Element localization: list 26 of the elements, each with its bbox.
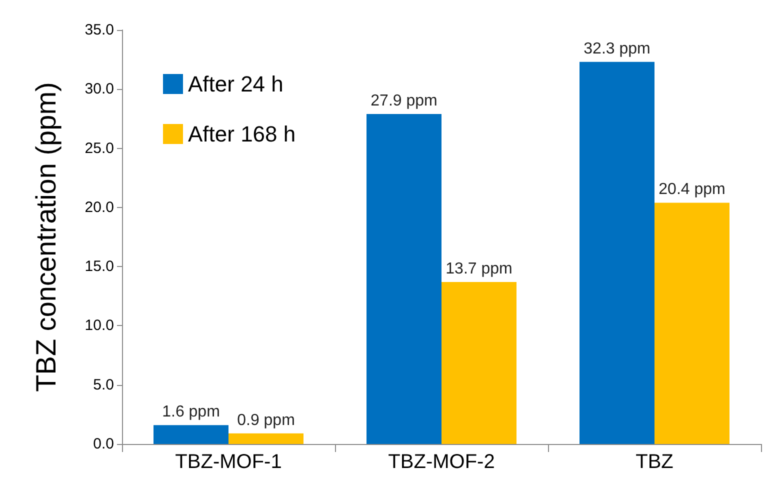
data-label: 1.6 ppm <box>162 404 220 421</box>
y-tick-label: 10.0 <box>84 317 114 334</box>
y-tick-label: 20.0 <box>84 198 114 216</box>
bar <box>154 425 228 444</box>
bar <box>366 114 442 444</box>
data-label: 0.9 ppm <box>237 412 295 429</box>
y-tick-label: 5.0 <box>93 376 114 394</box>
bar <box>442 282 516 444</box>
y-tick-label: 15.0 <box>84 258 114 276</box>
bar <box>228 433 304 444</box>
y-tick-label: 35.0 <box>84 22 114 38</box>
data-label: 20.4 ppm <box>658 181 726 198</box>
x-tick-label: TBZ <box>636 451 674 473</box>
data-label: 13.7 ppm <box>446 260 512 278</box>
x-tick-label: TBZ-MOF-1 <box>175 451 282 473</box>
x-tick-label: TBZ-MOF-2 <box>388 451 495 473</box>
y-axis-title: TBZ concentration (ppm) <box>30 82 62 392</box>
bar <box>580 62 654 444</box>
legend-label: After 168 h <box>188 122 296 146</box>
data-label: 32.3 ppm <box>584 40 650 58</box>
bar <box>654 202 730 444</box>
data-label: 27.9 ppm <box>370 92 438 110</box>
y-tick-label: 0.0 <box>93 436 114 452</box>
y-tick-label: 25.0 <box>84 140 114 157</box>
legend-label: After 24 h <box>188 72 284 96</box>
y-tick-label: 30.0 <box>84 80 114 98</box>
